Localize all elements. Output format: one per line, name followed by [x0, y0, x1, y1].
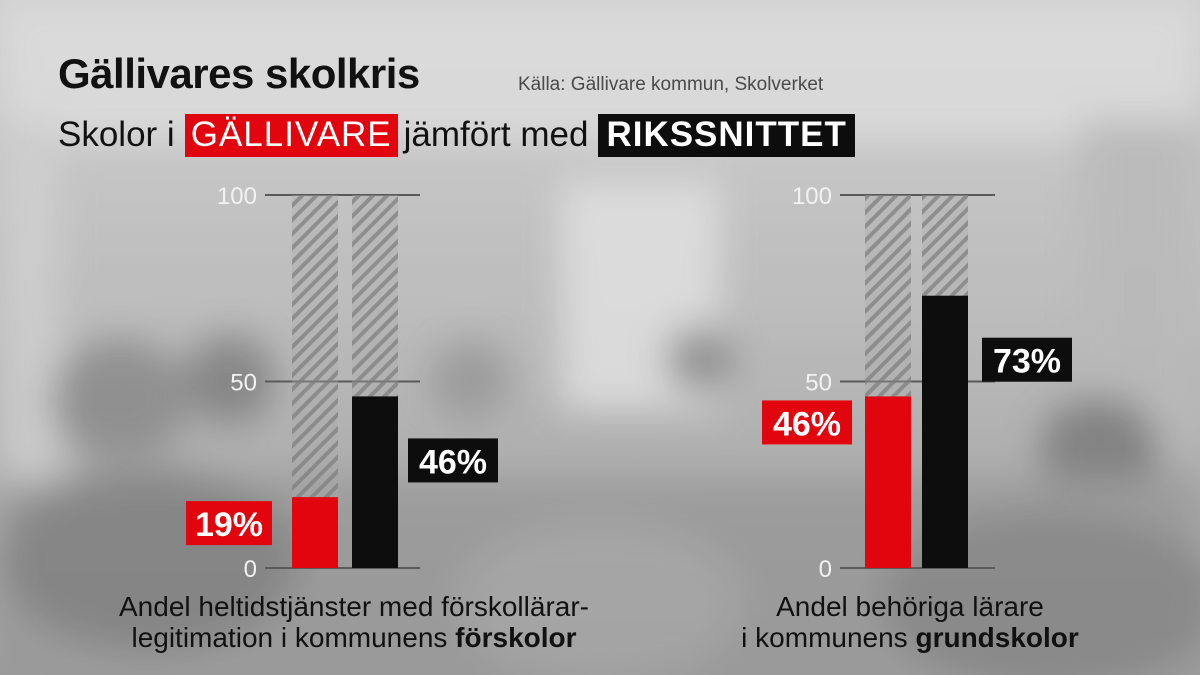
- preschool-value-box-gallivare: [186, 501, 272, 546]
- chart-title: Gällivares skolkris: [58, 50, 420, 97]
- primary-value-box-rikssnittet: [982, 337, 1072, 382]
- primary-tick-label-100: 100: [792, 183, 832, 210]
- preschool-bar-gallivare: [292, 497, 338, 568]
- primary-tick-label-50: 50: [805, 370, 832, 397]
- caption-primary-line1: Andel behöriga lärare: [776, 591, 1044, 622]
- primary-tick-label-0: 0: [819, 556, 832, 583]
- primary-bar-rikssnittet: [922, 295, 968, 568]
- source-note: Källa: Gällivare kommun, Skolverket: [518, 74, 824, 95]
- caption-preschool: Andel heltidstjänster med förskollärar- …: [44, 591, 664, 653]
- chart-subtitle: Skolor i GÄLLIVARE jämfört med RIKSSNITT…: [58, 113, 855, 157]
- preschool-tick-label-50: 50: [230, 370, 257, 397]
- caption-primary-bold: grundskolor: [915, 622, 1079, 653]
- preschool-value-box-rikssnittet: [408, 438, 498, 483]
- caption-preschool-line2: legitimation i kommunens: [131, 622, 448, 653]
- preschool-bar-rikssnittet: [352, 396, 398, 568]
- legend-gallivare: GÄLLIVARE: [184, 113, 398, 157]
- caption-primary-line2: i kommunens: [741, 622, 908, 653]
- primary-bar-gallivare: [865, 396, 911, 568]
- subtitle-middle: jämfört med: [403, 115, 589, 154]
- caption-preschool-line1: Andel heltidstjänster med förskollärar-: [119, 591, 589, 622]
- primary-value-box-gallivare: [762, 400, 852, 445]
- preschool-tick-label-0: 0: [244, 556, 257, 583]
- preschool-value-label-rikssnittet: 46%: [419, 443, 487, 481]
- preschool-tick-label-100: 100: [217, 183, 257, 210]
- primary-value-label-rikssnittet: 73%: [993, 343, 1061, 381]
- legend-rikssnittet: RIKSSNITTET: [598, 113, 855, 157]
- caption-preschool-bold: förskolor: [455, 622, 577, 653]
- primary-value-label-gallivare: 46%: [773, 405, 841, 443]
- caption-primary: Andel behöriga lärare i kommunens grunds…: [620, 591, 1200, 653]
- preschool-value-label-gallivare: 19%: [195, 506, 263, 544]
- subtitle-prefix: Skolor i: [58, 115, 175, 154]
